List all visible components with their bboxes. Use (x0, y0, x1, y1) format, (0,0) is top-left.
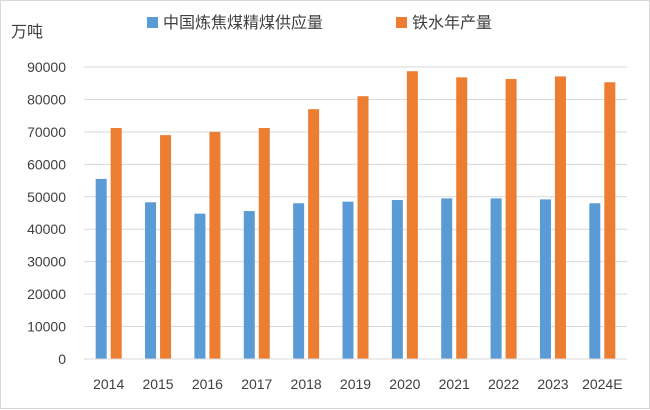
x-tick-label: 2023 (537, 376, 568, 392)
bar-series-2 (110, 127, 122, 360)
bar-series-2 (160, 135, 172, 359)
bar-series-2 (406, 71, 418, 360)
axes: 0 10000 20000 30000 40000 50000 60000 70000 8000… (27, 59, 627, 392)
y-tick-label: 90000 (27, 59, 66, 75)
x-tick-label: 2018 (291, 376, 322, 392)
bar-series-1 (539, 199, 551, 359)
bar-series-1 (441, 198, 453, 359)
x-tick-label: 2015 (142, 376, 173, 392)
bar-series-2 (554, 76, 566, 360)
bar-series-2 (308, 109, 320, 359)
y-tick-label: 80000 (27, 91, 66, 107)
bar-series-2 (258, 127, 270, 360)
bar-series-1 (145, 202, 157, 359)
y-tick-label: 10000 (27, 319, 66, 335)
x-tick-label: 2016 (192, 376, 223, 392)
y-axis-unit-label: 万吨 (11, 23, 43, 41)
bar-series-2 (456, 77, 468, 359)
bar-series-2 (357, 96, 369, 359)
y-tick-label: 70000 (27, 124, 66, 140)
legend-swatch (396, 17, 407, 28)
bar-series-1 (391, 200, 403, 359)
bar-series-1 (194, 213, 206, 359)
bars (95, 71, 616, 360)
y-tick-label: 40000 (27, 221, 66, 237)
x-tick-label: 2022 (488, 376, 519, 392)
x-tick-label: 2014 (93, 376, 124, 392)
x-tick-label: 2020 (389, 376, 420, 392)
bar-series-1 (243, 211, 255, 359)
legend-swatch (147, 17, 158, 28)
bar-series-1 (342, 201, 354, 359)
bar-series-1 (293, 203, 305, 359)
bar-series-1 (589, 203, 601, 359)
legend-label: 铁水年产量 (412, 14, 492, 32)
legend-label: 中国炼焦煤精煤供应量 (163, 13, 323, 32)
bar-series-1 (490, 198, 502, 359)
x-tick-label: 2021 (439, 376, 470, 392)
y-tick-label: 20000 (27, 286, 66, 302)
x-tick-label: 2019 (340, 376, 371, 392)
gridlines (84, 66, 627, 328)
bar-series-1 (95, 178, 107, 359)
bar-series-2 (604, 82, 616, 359)
y-tick-label: 30000 (27, 254, 66, 270)
legend: 中国炼焦煤精煤供应量 铁水年产量 (147, 13, 492, 32)
y-tick-label: 0 (58, 351, 66, 367)
x-tick-label: 2017 (241, 376, 272, 392)
bar-series-2 (505, 79, 517, 359)
y-tick-label: 50000 (27, 189, 66, 205)
y-tick-label: 60000 (27, 156, 66, 172)
bar-series-2 (209, 131, 221, 359)
x-tick-label: 2024E (582, 376, 622, 392)
